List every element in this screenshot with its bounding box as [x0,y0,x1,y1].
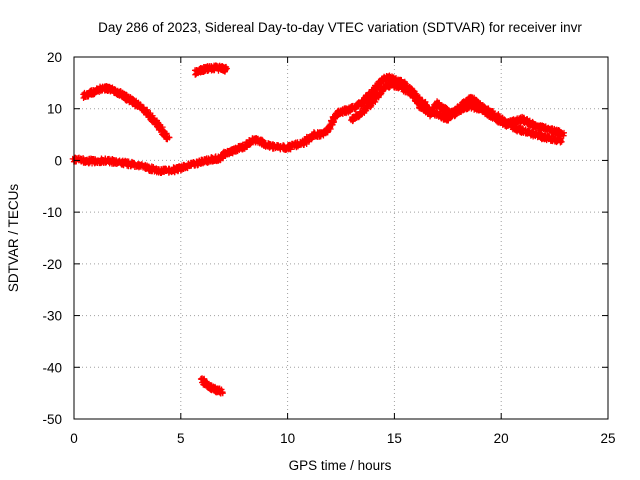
x-tick-label: 15 [387,431,402,446]
data-point [558,138,565,145]
data-point [560,129,567,136]
series-top-segment [191,62,230,78]
x-tick-label: 5 [177,431,185,446]
plot-border [73,56,609,420]
x-tick-label: 0 [70,431,78,446]
y-tick-label: -20 [42,257,62,272]
series-parallel-track [348,79,567,139]
series-arc-track [80,83,173,143]
data-point [524,117,531,124]
x-axis-title: GPS time / hours [289,458,392,473]
y-tick-label: -30 [42,309,62,324]
data-point [363,105,370,112]
y-axis-title: SDTVAR / TECUs [6,184,21,293]
data-point [166,134,173,141]
data-points [69,62,567,397]
y-tick-label: 0 [54,153,62,168]
data-point [557,138,564,145]
data-point [161,130,168,137]
y-tick-label: 10 [47,102,62,117]
y-tick-label: -40 [42,360,62,375]
y-tick-label: -10 [42,205,62,220]
y-tick-label: -50 [42,412,62,427]
y-tick-label: 20 [47,50,62,65]
series-bottom-segment [197,375,226,397]
axis-ticks: 0 5 10 15 20 25 -50 -40 -30 -20 -10 0 10 20 [42,50,615,446]
x-tick-label: 10 [280,431,295,446]
data-point [288,144,295,151]
data-point [219,389,226,396]
chart-title: Day 286 of 2023, Sidereal Day-to-day VTE… [98,20,582,35]
x-tick-label: 20 [494,431,509,446]
x-tick-label: 25 [600,431,615,446]
data-point [222,64,229,71]
